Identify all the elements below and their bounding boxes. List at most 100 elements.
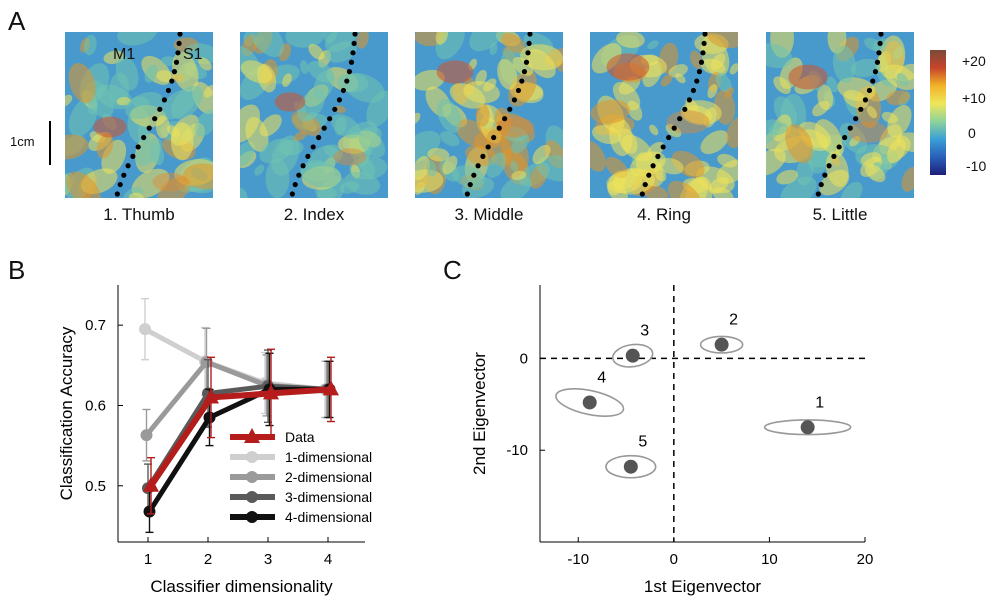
central-sulcus-dot: [700, 50, 706, 56]
central-sulcus-dot: [527, 32, 533, 37]
activation-blob: [896, 72, 909, 86]
central-sulcus-dot: [348, 59, 355, 65]
central-sulcus-dot: [872, 69, 879, 75]
y-tick-label: 0.5: [85, 478, 106, 495]
activation-blob: [249, 32, 284, 58]
activation-blob: [887, 105, 912, 138]
central-sulcus-dot: [491, 134, 497, 141]
central-sulcus-dot: [877, 40, 883, 47]
activation-blob: [707, 32, 738, 49]
central-sulcus-dot: [694, 78, 700, 84]
activation-hotspot: [93, 116, 127, 138]
central-sulcus-dot: [327, 116, 333, 122]
activation-blob: [766, 148, 786, 176]
scale-bar-label: 1cm: [10, 134, 35, 149]
activation-blob: [194, 109, 213, 137]
central-sulcus-dot: [292, 181, 298, 188]
classification-accuracy-chart: 0.5 0.6 0.7 1 2 3 4 Classifier dimensionality Cl…: [57, 285, 372, 596]
activation-hotspot: [436, 60, 474, 84]
activation-blob: [449, 83, 486, 109]
activation-blob: [330, 114, 361, 139]
activation-blob: [240, 141, 255, 167]
activation-blob: [469, 32, 506, 52]
activation-blob: [660, 74, 673, 87]
central-sulcus-dot: [114, 191, 120, 197]
central-sulcus-dot: [340, 87, 347, 94]
activation-blob: [254, 164, 265, 176]
activation-blob: [511, 170, 527, 181]
central-sulcus-dot: [526, 40, 532, 47]
activation-blob: [712, 187, 734, 198]
data-point: [143, 476, 159, 492]
activation-blob: [886, 90, 911, 106]
scale-bar: [49, 121, 51, 165]
legend-label: 2-dimensional: [285, 469, 372, 485]
central-sulcus-dot: [660, 144, 666, 150]
y-tick-label: 0: [520, 350, 528, 367]
central-sulcus-dot: [480, 153, 486, 159]
activation-hotspot: [152, 172, 188, 192]
panel-letter-a: A: [8, 6, 26, 36]
activation-hotspot: [274, 92, 306, 112]
finger-point: [800, 420, 815, 435]
activation-blob: [796, 157, 814, 186]
legend-marker: [246, 451, 258, 463]
activation-blob: [358, 128, 386, 158]
legend-marker: [246, 491, 258, 503]
activation-map-middle: [415, 32, 563, 198]
activation-blob: [715, 72, 732, 93]
activation-blob: [606, 171, 643, 194]
activation-map-index: [240, 32, 388, 198]
activation-hotspot: [606, 53, 650, 81]
x-tick-label: -10: [567, 551, 589, 568]
central-sulcus-dot: [352, 32, 358, 37]
data-point: [203, 411, 216, 424]
activation-blob: [726, 117, 738, 149]
x-tick-label: 20: [857, 551, 874, 568]
activation-blob: [356, 32, 369, 49]
activation-blob: [700, 58, 726, 75]
central-sulcus-dot: [671, 125, 677, 131]
x-tick-label: 4: [324, 551, 332, 568]
activation-blob: [773, 76, 791, 94]
central-sulcus-dot: [515, 87, 522, 94]
central-sulcus-dot: [701, 40, 707, 47]
activation-blob: [667, 180, 702, 198]
central-sulcus-dot: [523, 59, 530, 65]
panel-letter-c: C: [443, 255, 462, 285]
finger-point: [625, 348, 640, 363]
activation-blob: [125, 92, 164, 120]
central-sulcus-dot: [686, 97, 693, 103]
activation-blob: [240, 187, 248, 198]
central-sulcus-dot: [847, 125, 853, 131]
central-sulcus-dot: [169, 78, 175, 84]
central-sulcus-dot: [642, 181, 648, 188]
x-axis-label: 1st Eigenvector: [644, 577, 762, 596]
activation-blob: [339, 181, 360, 194]
activation-blob: [510, 160, 519, 173]
activation-blob: [707, 84, 718, 99]
activation-blob: [440, 131, 460, 147]
central-sulcus-dot: [135, 144, 141, 150]
activation-blob: [144, 64, 158, 83]
central-sulcus-dot: [310, 144, 316, 150]
central-sulcus-dot: [866, 87, 873, 94]
central-sulcus-dot: [332, 106, 338, 112]
finger-point: [623, 459, 638, 474]
activation-blob: [198, 57, 212, 71]
central-sulcus-dot: [146, 125, 152, 131]
x-tick-label: 3: [264, 551, 272, 568]
activation-blob: [307, 60, 335, 83]
activation-blob: [658, 157, 684, 175]
y-axis-label: Classification Accuracy: [57, 326, 76, 500]
activation-blob: [437, 98, 462, 133]
finger-point-label: 3: [640, 323, 649, 340]
activation-hotspot: [788, 64, 828, 90]
activation-blob: [817, 84, 834, 111]
y-tick-label: 0.6: [85, 397, 106, 414]
activation-blob: [510, 133, 530, 154]
central-sulcus-dot: [346, 69, 353, 75]
activation-hotspot: [333, 148, 367, 166]
activation-blob: [683, 105, 713, 124]
legend-label: 3-dimensional: [285, 489, 372, 505]
